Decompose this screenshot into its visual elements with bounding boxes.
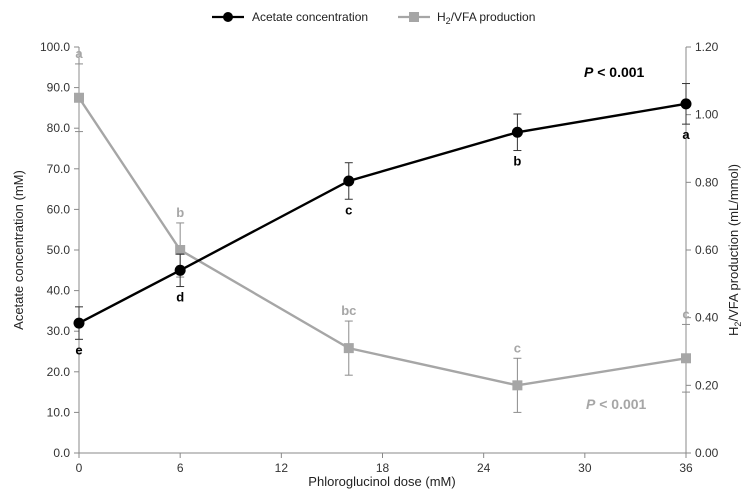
left-tick-label: 90.0 [47,81,71,95]
x-tick-label: 24 [477,461,491,475]
right-tick-label: 0.00 [695,446,719,460]
h2-sig-label: bc [341,303,356,318]
x-tick-label: 6 [177,461,184,475]
acetate-point [174,264,186,276]
series-acetate: e d c b a [73,83,692,357]
left-tick-label: 30.0 [47,324,71,338]
right-axis-title-sub: 2 [733,322,743,327]
acetate-point [511,126,523,138]
h2-point [175,245,186,255]
acetate-point [680,98,692,110]
h2-point [343,343,354,354]
left-tick-label: 80.0 [47,121,71,135]
right-axis-title-suffix: /VFA production (mL/mmol) [726,164,741,322]
left-tick-label: 60.0 [47,202,71,216]
right-tick-label: 0.20 [695,378,719,392]
left-axis-title: Acetate concentration (mM) [11,170,26,330]
acetate-sig-label: e [75,342,82,357]
acetate-series-line [78,102,687,325]
h2-point [681,353,691,364]
h2-p-value: P < 0.001 [586,396,647,412]
x-tick-label: 0 [76,461,83,475]
x-tick-label: 30 [578,461,592,475]
legend-h2-suffix: /VFA production [451,10,536,24]
x-tick-label: 36 [679,461,693,475]
axes: 0.0 10.0 20.0 30.0 40.0 50.0 60.0 70.0 80.0 90.0 1… [40,40,719,475]
left-tick-label: 100.0 [40,40,70,54]
right-axis-title-prefix: H [726,327,741,336]
acetate-sig-label: a [682,127,690,142]
x-tick-label: 12 [275,461,289,475]
left-tick-label: 0.0 [53,446,70,460]
left-tick-label: 70.0 [47,162,71,176]
acetate-sig-label: c [345,202,352,217]
h2-sig-label: c [682,306,689,321]
legend: Acetate concentration H2/VFA production [212,10,535,26]
acetate-p-value: P < 0.001 [584,64,645,80]
legend-acetate-label: Acetate concentration [252,10,368,24]
acetate-point [73,317,85,329]
h2-point [74,92,84,103]
h2-p-rest: < 0.001 [595,396,646,412]
legend-h2-sub: 2 [446,16,451,26]
x-ticks: 0 6 12 18 24 30 36 [76,453,693,475]
x-tick-label: 18 [376,461,390,475]
acetate-sig-label: b [513,154,521,169]
right-tick-label: 0.80 [695,175,719,189]
left-tick-label: 10.0 [47,405,71,419]
right-tick-label: 0.40 [695,311,719,325]
left-tick-label: 20.0 [47,365,71,379]
right-axis-title: H2/VFA production (mL/mmol) [726,164,743,336]
legend-h2-marker [409,12,419,22]
right-tick-label: 1.20 [695,40,719,54]
h2-sig-label: a [75,46,83,61]
x-axis-title: Phloroglucinol dose (mM) [308,474,455,489]
h2-p-italic: P [586,396,596,412]
right-tick-label: 1.00 [695,108,719,122]
legend-h2-prefix: H [437,10,446,24]
h2-series-line [78,97,687,387]
left-ticks: 0.0 10.0 20.0 30.0 40.0 50.0 60.0 70.0 80.0 90.0 1… [40,40,79,460]
right-ticks: 0.00 0.20 0.40 0.60 0.80 1.00 1.20 [686,40,719,460]
acetate-point [343,175,355,187]
acetate-sig-label: d [176,290,184,305]
acetate-p-italic: P [584,64,594,80]
legend-acetate-marker [223,12,233,22]
h2-sig-label: b [176,205,184,220]
left-tick-label: 40.0 [47,284,71,298]
h2-sig-label: c [514,340,521,355]
legend-h2-label: H2/VFA production [437,10,535,26]
h2-point [512,380,523,391]
right-tick-label: 0.60 [695,243,719,257]
left-tick-label: 50.0 [47,243,71,257]
acetate-p-rest: < 0.001 [593,64,644,80]
